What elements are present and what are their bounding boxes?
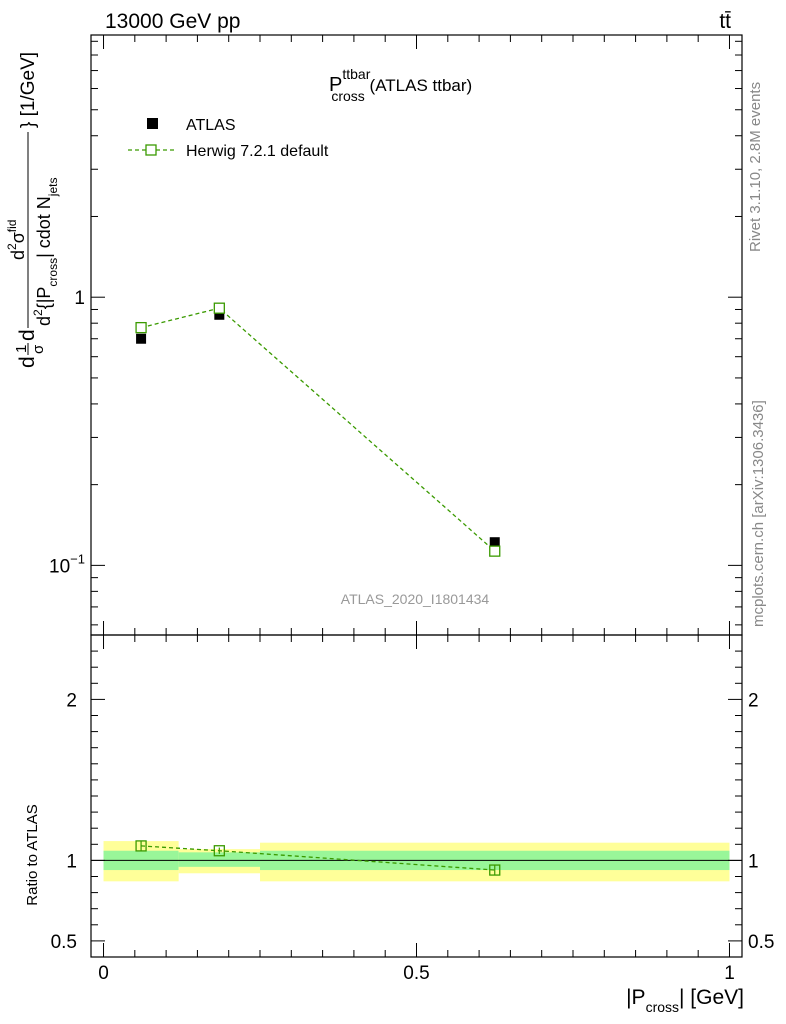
- legend-atlas-label: ATLAS: [186, 117, 236, 134]
- atlas-point-2: [489, 537, 500, 548]
- ylabel-den-sub2: jets: [46, 178, 60, 198]
- ylabel-num-d: d: [8, 250, 28, 260]
- xtick-label-1: 0.5: [403, 963, 429, 984]
- main-ytick-label-0: 1: [74, 288, 85, 309]
- ylabel-den-rest: {|P: [34, 287, 54, 310]
- legend: ATLAS Herwig 7.2.1 default: [128, 117, 329, 160]
- main-ylabel-d1: d: [16, 356, 39, 368]
- herwig-point-2: [489, 545, 501, 557]
- ylabel-den-sup: 2: [31, 309, 45, 316]
- ratio-series: [135, 840, 501, 876]
- main-ylabel-d2: d: [16, 329, 39, 341]
- ylabel-den-sub: cross: [46, 258, 60, 287]
- xaxis-label: |Pcross| [GeV]: [626, 986, 744, 1015]
- main-series: [135, 302, 501, 557]
- xlabel-main: |P: [626, 986, 645, 1009]
- legend-herwig-label: Herwig 7.2.1 default: [186, 143, 329, 160]
- xlabel-rest: | [GeV]: [679, 986, 744, 1009]
- ratio-herwig-point-1: [213, 845, 225, 857]
- plot-title-main: P: [329, 74, 342, 96]
- ratio-ylabel: Ratio to ATLAS: [24, 804, 41, 905]
- energy-label: 13000 GeV pp: [105, 10, 240, 33]
- main-ytick-label-base-1: 10: [49, 556, 70, 577]
- ylabel-num-sigma: σ: [8, 232, 28, 243]
- analysis-id-watermark: ATLAS_2020_I1801434: [341, 591, 490, 607]
- mcplots-reference-label: mcplots.cern.ch [arXiv:1306.3436]: [750, 400, 767, 627]
- ratio-ytick-label-right-0: 0.5: [748, 932, 774, 953]
- ylabel-den-d: d: [34, 316, 54, 326]
- herwig-line: [140, 307, 496, 552]
- ratio-herwig-point-0: [135, 840, 147, 852]
- plot-title-subscript: cross: [331, 88, 364, 104]
- ratio-axes: 0 0.5 1 0.5 0.5 1 1 2 2: [51, 634, 774, 984]
- ylabel-num-sup: 2: [5, 243, 19, 250]
- ratio-ytick-label-right-1: 1: [748, 851, 759, 872]
- ratio-ytick-label-left-0: 0.5: [51, 932, 77, 953]
- main-ylabel: d 1 σ d d2σfid d2{|Pcross| cdot Njets } …: [5, 52, 60, 368]
- plot-title: Pttbar cross (ATLAS ttbar): [329, 66, 472, 104]
- xtick-label-0: 0: [98, 963, 109, 984]
- herwig-point-0: [135, 321, 147, 334]
- xlabel-sub: cross: [646, 999, 679, 1015]
- process-label: tt̄: [719, 10, 731, 33]
- legend-herwig-marker: [145, 144, 157, 156]
- plot-title-suffix: (ATLAS ttbar): [365, 76, 472, 95]
- main-ylabel-units: } [1/GeV]: [18, 52, 39, 128]
- plot-title-superscript: ttbar: [342, 66, 370, 82]
- main-ylabel-frac-num: 1: [13, 345, 30, 353]
- ylabel-den-rest2: | cdot N: [34, 196, 54, 258]
- main-ylabel-frac-den: σ: [30, 344, 47, 354]
- main-ylabel-numerator: d2σfid: [5, 220, 28, 261]
- ratio-ytick-label-left-1: 1: [66, 851, 77, 872]
- ratio-frame: [90, 634, 743, 958]
- stat-uncertainty-band-1: [178, 852, 261, 867]
- ylabel-num-sup2: fid: [5, 220, 19, 233]
- ratio-herwig-point-2: [489, 864, 501, 876]
- atlas-point-1: [214, 309, 225, 320]
- legend-atlas-marker: [147, 118, 158, 129]
- ratio-ytick-label-left-2: 2: [66, 690, 77, 711]
- xtick-label-2: 1: [724, 963, 735, 984]
- main-ytick-label-base-0: 1: [74, 288, 85, 309]
- atlas-point-0: [136, 333, 147, 344]
- main-panel: 1 10−1 Pttbar cross (ATLAS ttbar) ATLAS He…: [5, 34, 743, 636]
- ratio-bands: [91, 841, 742, 882]
- ratio-ytick-label-right-2: 2: [748, 690, 759, 711]
- rivet-version-label: Rivet 3.1.10, 2.8M events: [747, 82, 764, 252]
- ratio-panel: 0 0.5 1 0.5 0.5 1 1 2 2 Ratio to ATLAS |Pcross| …: [24, 634, 774, 1015]
- herwig-point-1: [213, 302, 225, 314]
- main-ytick-label-1: 10−1: [49, 551, 85, 577]
- main-ytick-label-sup-1: −1: [70, 551, 85, 566]
- main-ylabel-denominator: d2{|Pcross| cdot Njets: [31, 178, 60, 326]
